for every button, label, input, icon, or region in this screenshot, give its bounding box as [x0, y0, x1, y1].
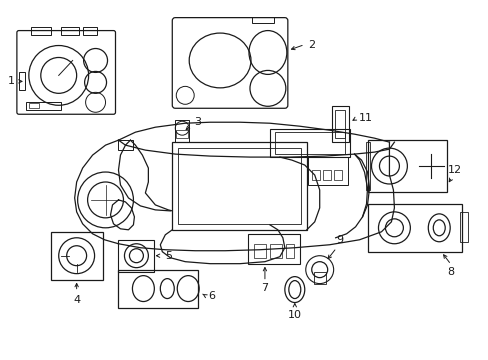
Text: 8: 8	[447, 267, 454, 276]
Bar	[251, 17, 273, 23]
Bar	[274, 132, 344, 154]
Text: 10: 10	[287, 310, 301, 320]
Bar	[176, 130, 188, 138]
Bar	[61, 27, 79, 35]
Text: 1: 1	[7, 76, 14, 86]
Bar	[269, 244, 281, 258]
Bar	[313, 272, 325, 284]
Bar	[307, 157, 347, 185]
Bar	[367, 140, 447, 192]
Bar	[118, 140, 133, 150]
Bar	[31, 27, 51, 35]
Bar	[175, 120, 189, 142]
Text: 7: 7	[261, 283, 268, 293]
Text: 3: 3	[194, 117, 201, 127]
Bar	[333, 170, 341, 180]
Bar	[172, 142, 306, 230]
Text: 12: 12	[447, 165, 461, 175]
Bar	[82, 27, 96, 35]
Text: 4: 4	[73, 294, 80, 305]
Bar	[334, 110, 344, 138]
Bar	[51, 232, 102, 280]
Text: 5: 5	[164, 251, 171, 261]
Bar	[322, 170, 330, 180]
Bar	[29, 103, 39, 108]
Bar	[247, 234, 299, 264]
Text: 11: 11	[358, 113, 372, 123]
Bar	[118, 240, 154, 272]
Text: 2: 2	[307, 40, 315, 50]
Bar	[19, 72, 25, 90]
Bar	[311, 170, 319, 180]
Bar	[269, 129, 349, 157]
Bar	[118, 270, 198, 307]
Bar	[285, 244, 293, 258]
Text: 6: 6	[208, 291, 215, 301]
Text: 9: 9	[335, 235, 343, 245]
Bar	[253, 244, 265, 258]
Bar	[26, 102, 61, 110]
Bar	[178, 148, 300, 224]
Bar	[459, 212, 467, 242]
Bar	[331, 106, 348, 142]
Bar	[367, 204, 461, 252]
Bar	[365, 142, 369, 190]
